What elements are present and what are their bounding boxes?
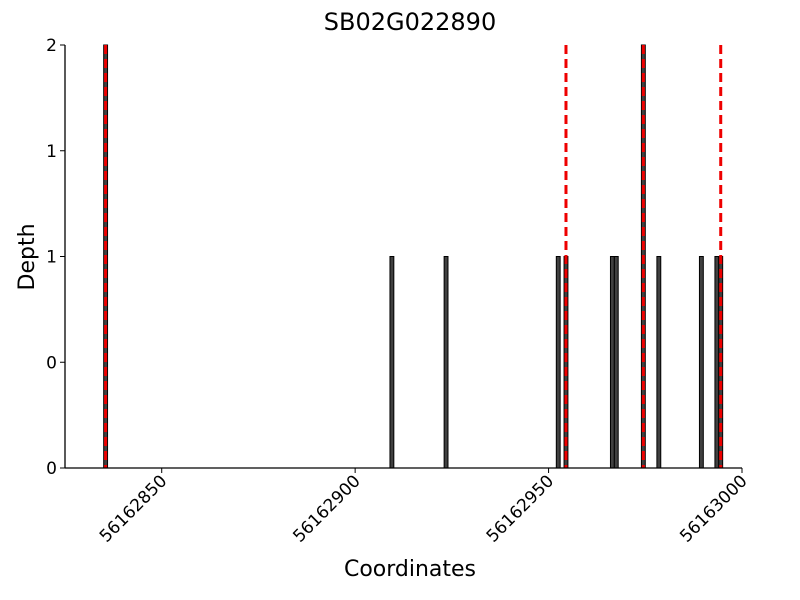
bar: [714, 256, 720, 469]
bar: [443, 256, 449, 469]
bar: [389, 256, 395, 469]
y-tick-label: 0: [46, 353, 57, 373]
chart-title: SB02G022890: [324, 8, 496, 36]
x-tick-label: 56163000: [676, 471, 751, 546]
bar: [555, 256, 561, 469]
bar: [609, 256, 615, 469]
x-axis-label: Coordinates: [344, 557, 476, 582]
x-tick-label: 56162900: [289, 471, 364, 546]
bar: [613, 256, 619, 469]
y-tick-label: 2: [46, 36, 57, 56]
x-tick-label: 56162950: [483, 471, 558, 546]
y-axis-label: Depth: [15, 223, 40, 290]
bar: [656, 256, 662, 469]
y-tick-label: 0: [46, 459, 57, 479]
y-tick-label: 1: [46, 248, 57, 268]
bar: [698, 256, 704, 469]
y-tick-label: 1: [46, 142, 57, 162]
x-tick-label: 56162850: [96, 471, 171, 546]
